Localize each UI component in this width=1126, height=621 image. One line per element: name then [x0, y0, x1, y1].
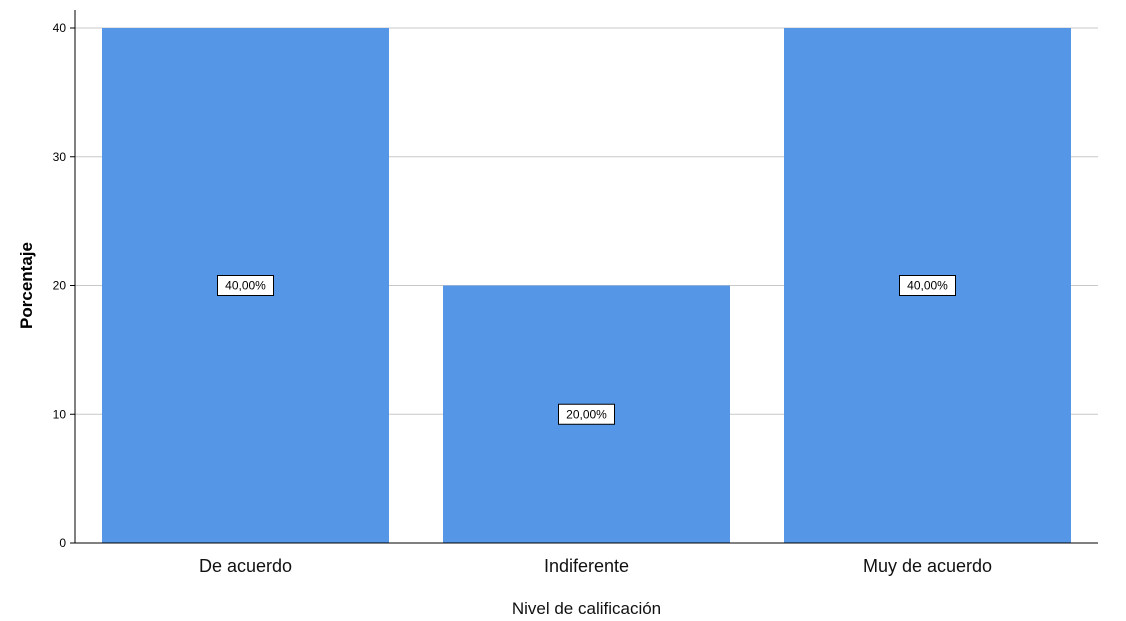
- axes: [74, 10, 1098, 544]
- y-tick-label: 30: [53, 150, 67, 164]
- x-axis-categories: De acuerdo Indiferente Muy de acuerdo: [199, 556, 992, 576]
- y-tick-label: 0: [59, 536, 66, 550]
- x-category-label: De acuerdo: [199, 556, 292, 576]
- y-tick-label: 10: [53, 407, 67, 421]
- x-category-label: Muy de acuerdo: [863, 556, 992, 576]
- data-label: 40,00%: [217, 275, 274, 296]
- y-axis-title: Porcentaje: [17, 242, 36, 329]
- y-axis-ticks: 0 10 20 30 40: [53, 21, 75, 550]
- x-axis-title: Nivel de calificación: [512, 599, 661, 618]
- data-label-text: 40,00%: [225, 279, 266, 293]
- x-category-label: Indiferente: [544, 556, 629, 576]
- data-label-box: [899, 275, 956, 296]
- y-tick-label: 40: [53, 21, 67, 35]
- y-tick-label: 20: [53, 279, 67, 293]
- data-label: 40,00%: [899, 275, 956, 296]
- data-label-text: 40,00%: [907, 279, 948, 293]
- data-label-text: 20,00%: [566, 407, 607, 421]
- data-labels: 40,00% 20,00% 40,00%: [217, 275, 956, 425]
- data-label-box: [558, 403, 615, 425]
- data-label-box: [217, 275, 274, 296]
- data-label: 20,00%: [558, 403, 615, 425]
